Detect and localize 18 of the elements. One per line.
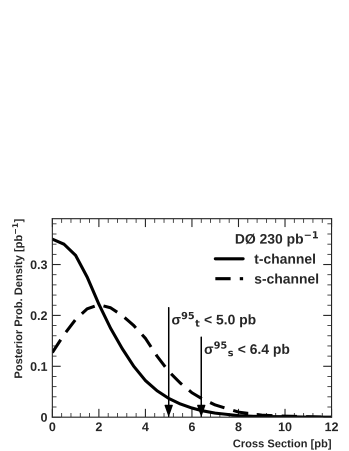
y-tick-label: 0 — [41, 412, 47, 422]
x-tick-label: 8 — [235, 422, 242, 432]
legend-title: DØ 230 pb$^{−1}$ — [236, 231, 318, 247]
x-axis-title: Cross Section [pb] — [233, 439, 331, 450]
x-tick-label: 0 — [49, 422, 56, 432]
y-tick-label: 0.2 — [30, 311, 47, 320]
x-tick-label: 4 — [142, 422, 149, 432]
x-tick-label: 2 — [96, 422, 102, 432]
y-tick-label: 0.1 — [30, 362, 48, 371]
legend-label: s-channel — [254, 273, 318, 284]
y-axis-title: Posterior Prob. Density [pb$^{−1}$] — [12, 219, 24, 378]
y-tick-label: 0.3 — [30, 260, 48, 270]
legend-label: t-channel — [254, 254, 315, 264]
ref-line-label: σ$^{95}$$_{s}$ < 6.4 pb — [204, 341, 290, 357]
ref-line-label: σ$^{95}$$_{t}$ < 5.0 pb — [172, 312, 256, 328]
x-tick-label: 10 — [278, 422, 292, 432]
x-tick-label: 6 — [188, 422, 195, 432]
x-tick-label: 12 — [325, 422, 338, 432]
